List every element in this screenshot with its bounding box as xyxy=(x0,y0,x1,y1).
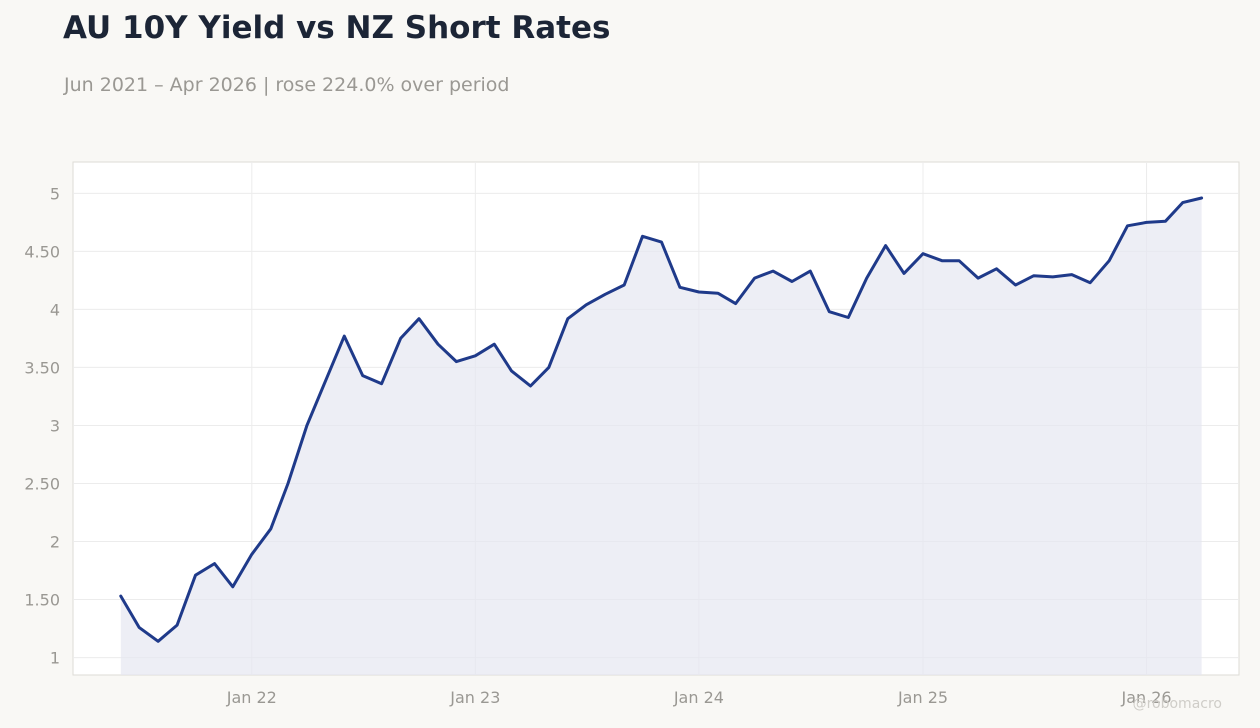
x-tick-label: Jan 26 xyxy=(1120,688,1171,707)
y-tick-label: 3.50 xyxy=(24,358,60,377)
y-tick-label: 3 xyxy=(50,416,60,435)
x-tick-label: Jan 25 xyxy=(897,688,948,707)
y-tick-label: 2.50 xyxy=(24,474,60,493)
x-axis: Jan 22 Jan 23 Jan 24 Jan 25 Jan 26 xyxy=(226,688,1172,707)
series-line xyxy=(119,196,1204,643)
y-tick-label: 2 xyxy=(50,533,60,552)
chart-subtitle: Jun 2021 – Apr 2026 | rose 224.0% over p… xyxy=(64,74,510,96)
y-axis: 1 1.50 2 2.50 3 3.50 4 4.50 5 xyxy=(24,184,60,667)
chart-title: AU 10Y Yield vs NZ Short Rates xyxy=(63,10,611,46)
y-tick-label: 1.50 xyxy=(24,591,60,610)
y-tick-label: 5 xyxy=(50,184,60,203)
watermark: @robomacro xyxy=(1132,696,1222,712)
y-tick-label: 1 xyxy=(50,649,60,668)
series-area-fill xyxy=(120,198,1202,675)
x-tick-label: Jan 22 xyxy=(226,688,277,707)
y-tick-label: 4 xyxy=(50,300,60,319)
y-tick-label: 4.50 xyxy=(24,242,60,261)
x-tick-label: Jan 23 xyxy=(449,688,500,707)
x-tick-label: Jan 24 xyxy=(673,688,724,707)
